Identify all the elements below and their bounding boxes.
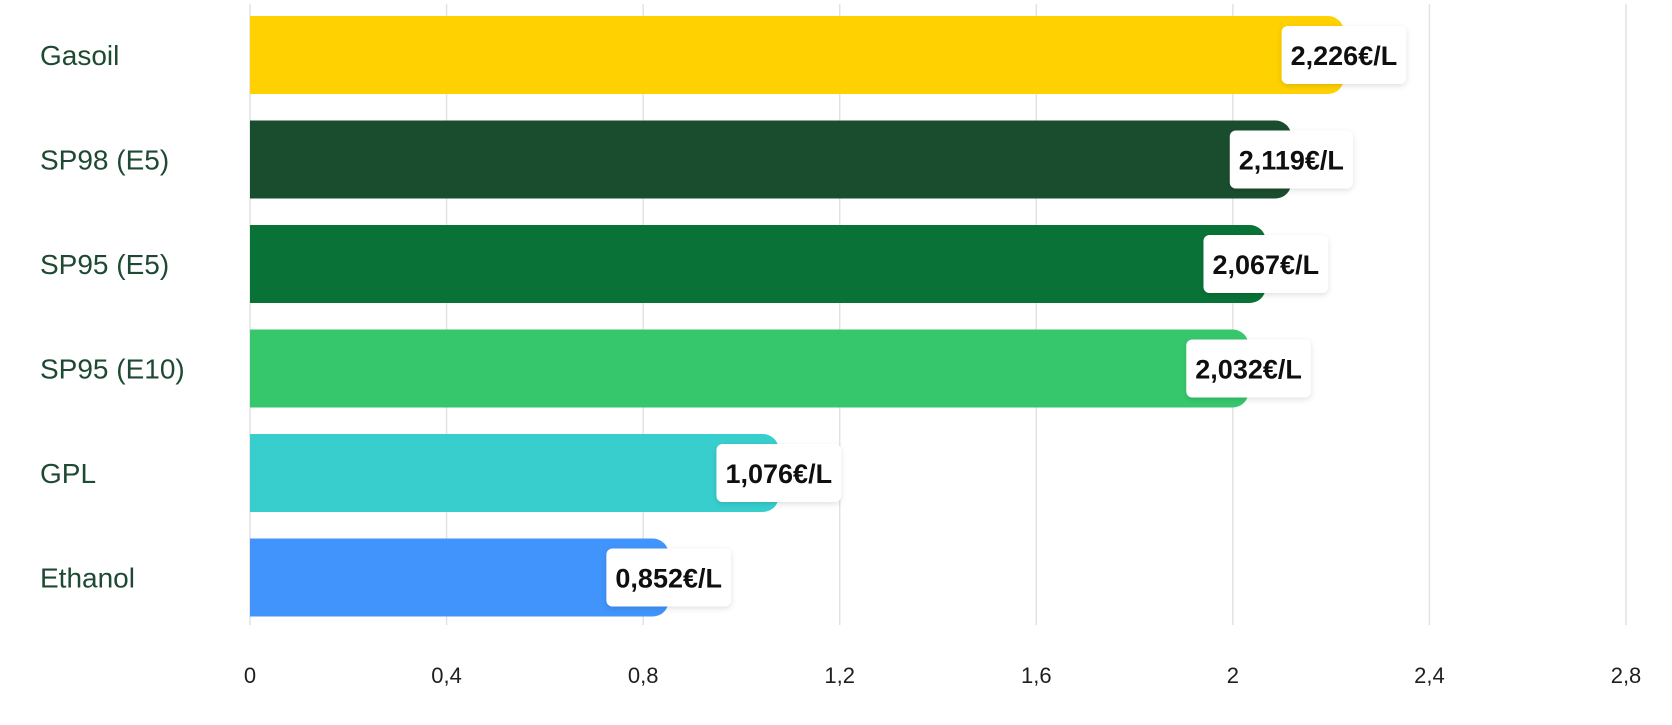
bar-2 xyxy=(250,225,1266,303)
value-label-1: 2,119€/L xyxy=(1229,130,1353,189)
value-label-box-1 xyxy=(1229,130,1353,189)
category-label-2: SP95 (E5) xyxy=(40,249,169,280)
bar-1 xyxy=(250,120,1292,199)
category-label-3: SP95 (E10) xyxy=(40,354,185,385)
value-label-text-1: 2,119€/L xyxy=(1239,146,1344,176)
bar-3 xyxy=(250,329,1249,408)
category-label-1: SP98 (E5) xyxy=(40,145,169,176)
category-axis: Gasoil SP98 (E5) SP95 (E5) SP95 (E10) GPL Eth… xyxy=(40,40,185,594)
value-label-4: 1,076€/L xyxy=(716,444,842,502)
value-label-0: 2,226€/L xyxy=(1281,26,1407,84)
value-label-box-4 xyxy=(716,444,842,502)
value-label-text-4: 1,076€/L xyxy=(725,459,832,489)
value-label-box-2 xyxy=(1203,235,1329,293)
bar-5 xyxy=(250,538,669,617)
bar-0 xyxy=(250,16,1344,94)
value-label-3: 2,032€/L xyxy=(1186,339,1311,398)
value-axis: 0 0,4 0,8 1,2 1,6 2 2,4 2,8 xyxy=(244,663,1641,688)
x-tick-label-2: 0,8 xyxy=(628,663,659,688)
value-label-5: 0,852€/L xyxy=(606,548,731,607)
category-label-5: Ethanol xyxy=(40,563,135,594)
x-tick-label-0: 0 xyxy=(244,663,256,688)
value-label-box-0 xyxy=(1281,26,1407,84)
value-label-2: 2,067€/L xyxy=(1203,235,1329,293)
x-tick-label-6: 2,4 xyxy=(1414,663,1445,688)
value-label-text-2: 2,067€/L xyxy=(1212,250,1319,280)
x-tick-label-3: 1,2 xyxy=(824,663,855,688)
value-label-box-3 xyxy=(1186,339,1311,398)
value-label-text-5: 0,852€/L xyxy=(615,564,722,594)
category-label-4: GPL xyxy=(40,458,96,489)
x-tick-label-1: 0,4 xyxy=(431,663,462,688)
value-label-box-5 xyxy=(606,548,731,607)
bar-4 xyxy=(250,434,779,512)
value-label-text-0: 2,226€/L xyxy=(1291,41,1398,71)
x-tick-label-5: 2 xyxy=(1227,663,1239,688)
bars-layer xyxy=(250,16,1344,617)
value-labels-layer: 2,226€/L 2,119€/L 2,067€/L 2,032€/L 1,076€/L… xyxy=(606,26,1407,607)
x-tick-label-7: 2,8 xyxy=(1611,663,1642,688)
x-tick-label-4: 1,6 xyxy=(1021,663,1052,688)
value-label-text-3: 2,032€/L xyxy=(1195,355,1302,385)
category-label-0: Gasoil xyxy=(40,40,119,71)
grid-layer xyxy=(249,4,1627,625)
